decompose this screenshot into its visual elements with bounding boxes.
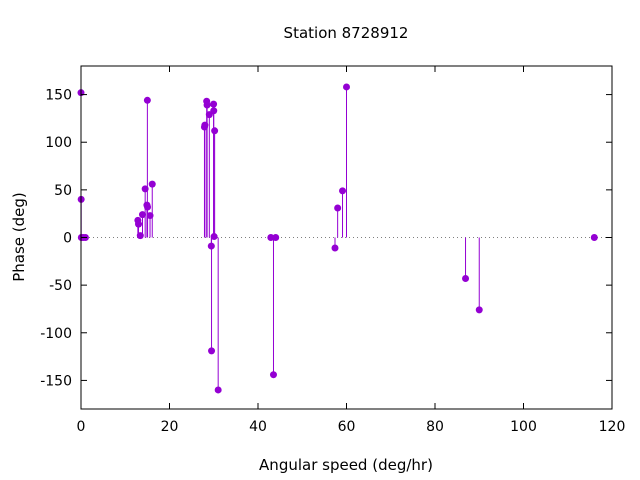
data-point [339,187,347,195]
data-point [210,100,218,108]
data-point [143,96,151,104]
data-point [214,386,222,394]
x-tick-label: 0 [77,419,86,435]
data-point [343,83,350,91]
y-tick-label: -50 [49,278,72,294]
data-point [139,211,147,219]
y-tick-label: 50 [54,183,72,199]
y-axis-title: Phase (deg) [10,192,28,282]
x-tick-label: 60 [338,419,356,435]
data-point [334,204,342,212]
y-tick-label: -150 [40,373,72,389]
chart-title: Station 8728912 [284,24,409,42]
x-tick-label: 120 [599,419,626,435]
data-point [267,234,275,241]
data-point [210,107,218,115]
data-point [136,232,144,240]
x-axis-title: Angular speed (deg/hr) [259,456,433,474]
y-tick-label: -100 [40,326,72,342]
data-point [331,244,339,252]
data-point [210,233,218,241]
data-point [475,306,483,314]
x-tick-label: 20 [161,419,179,435]
data-point [272,234,280,241]
data-point [146,212,154,220]
x-tick-label: 40 [249,419,267,435]
data-point [135,220,143,228]
data-point [144,203,152,211]
y-tick-label: 150 [45,88,72,104]
x-tick-label: 80 [426,419,444,435]
data-point [141,185,149,193]
data-point [208,347,216,355]
data-point [207,242,215,250]
data-point [462,274,470,282]
data-point [211,127,219,135]
data-point [269,371,277,379]
data-point [148,180,156,188]
y-tick-label: 100 [45,135,72,151]
y-tick-label: 0 [63,231,72,247]
x-tick-label: 100 [510,419,537,435]
data-point [590,234,598,241]
data-point [203,101,211,109]
data-point [201,121,209,129]
